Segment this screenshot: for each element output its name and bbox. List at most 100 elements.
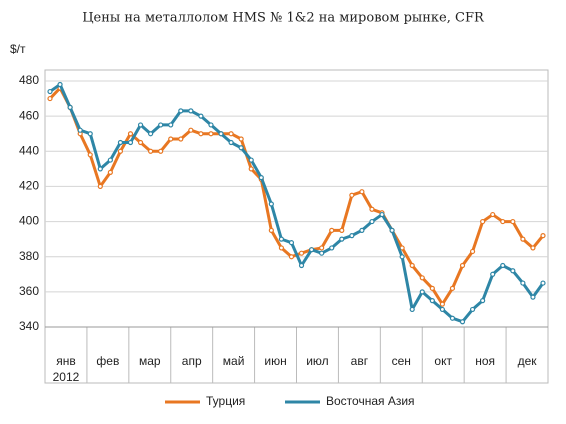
point-marker: [419, 289, 425, 295]
point-marker: [459, 262, 466, 269]
x-tick-label: окт: [434, 354, 452, 368]
point-marker: [198, 131, 204, 137]
point-marker: [248, 166, 254, 172]
point-marker: [188, 127, 194, 133]
x-tick-label: янв: [56, 354, 76, 368]
point-marker: [248, 157, 254, 163]
point-marker: [47, 95, 53, 102]
y-tick-label: 420: [19, 179, 39, 193]
x-tick-label: июн: [264, 354, 286, 368]
y-tick-label: 480: [19, 73, 39, 87]
point-marker: [379, 211, 385, 218]
point-marker: [268, 201, 274, 207]
point-marker: [520, 236, 526, 242]
point-marker: [359, 227, 365, 233]
y-tick-label: 360: [19, 284, 39, 298]
point-marker: [349, 233, 355, 239]
series-line: [48, 86, 545, 306]
y-axis-label: $/т: [10, 42, 26, 56]
series-line: [49, 83, 545, 324]
point-marker: [469, 306, 476, 313]
point-marker: [87, 131, 93, 137]
point-marker: [480, 298, 486, 304]
x-tick-label: май: [223, 354, 245, 368]
point-marker: [369, 218, 375, 225]
point-marker: [178, 108, 184, 114]
point-marker: [127, 139, 134, 146]
point-marker: [500, 262, 506, 269]
point-marker: [510, 268, 516, 274]
x-tick-label: июл: [306, 354, 328, 368]
x-tick-label: дек: [518, 354, 538, 368]
y-tick-label: 460: [19, 108, 39, 122]
x-tick-label: апр: [182, 354, 202, 368]
point-marker: [188, 108, 194, 114]
point-marker: [137, 139, 144, 146]
y-tick-label: 380: [19, 249, 39, 263]
point-marker: [137, 122, 144, 128]
point-marker: [148, 131, 154, 137]
point-marker: [77, 127, 83, 133]
point-marker: [349, 192, 355, 198]
point-marker: [127, 131, 134, 137]
legend-label: Восточная Азия: [326, 394, 415, 408]
point-marker: [429, 285, 435, 291]
x-tick-label: сен: [392, 354, 411, 368]
point-marker: [369, 206, 375, 212]
point-marker: [107, 157, 113, 163]
point-marker: [288, 240, 295, 246]
point-marker: [329, 227, 335, 233]
point-marker: [439, 306, 445, 313]
chart-title: Цены на металлолом HMS № 1&2 на мировом …: [82, 11, 485, 26]
point-marker: [168, 136, 174, 142]
point-marker: [530, 245, 536, 251]
point-marker: [228, 131, 234, 137]
x-tick-label: ноя: [475, 354, 495, 368]
point-marker: [329, 245, 335, 251]
point-marker: [419, 275, 425, 281]
point-marker: [459, 319, 466, 325]
point-marker: [409, 262, 415, 269]
point-marker: [359, 189, 365, 195]
point-marker: [510, 218, 516, 225]
point-marker: [520, 280, 526, 286]
point-marker: [500, 218, 506, 225]
point-marker: [439, 301, 445, 307]
point-marker: [449, 315, 456, 321]
point-marker: [168, 122, 174, 128]
point-marker: [399, 254, 405, 260]
point-marker: [490, 271, 496, 277]
y-tick-label: 400: [19, 214, 39, 228]
point-marker: [47, 88, 53, 95]
point-marker: [278, 245, 285, 251]
point-marker: [158, 148, 164, 154]
point-marker: [87, 152, 93, 158]
point-marker: [540, 233, 546, 239]
point-marker: [97, 166, 103, 172]
point-marker: [298, 250, 305, 256]
point-marker: [148, 148, 154, 154]
point-marker: [319, 250, 325, 256]
point-marker: [238, 136, 244, 142]
x-tick-label: мар: [139, 354, 161, 368]
x-tick-label: фев: [96, 354, 119, 368]
point-marker: [298, 262, 305, 269]
point-marker: [208, 131, 214, 137]
point-marker: [278, 236, 285, 242]
point-marker: [339, 227, 345, 233]
point-marker: [480, 218, 486, 225]
x-tick-label: авг: [351, 354, 369, 368]
point-marker: [178, 136, 184, 142]
year-label: 2012: [53, 370, 80, 384]
point-marker: [158, 122, 164, 128]
point-marker: [67, 104, 73, 110]
point-marker: [258, 175, 264, 181]
point-marker: [409, 306, 415, 313]
point-marker: [308, 247, 315, 253]
point-marker: [339, 236, 345, 242]
point-marker: [389, 227, 395, 233]
point-marker: [429, 298, 435, 304]
point-marker: [198, 113, 204, 119]
y-tick-label: 340: [19, 319, 39, 333]
point-marker: [490, 211, 496, 218]
